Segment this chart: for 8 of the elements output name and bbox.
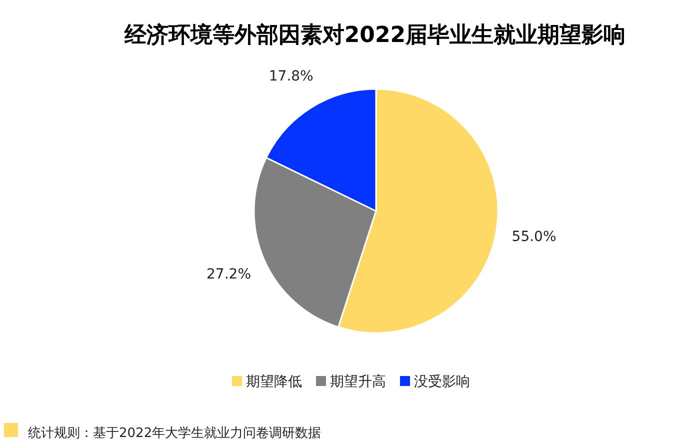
data-label: 55.0% — [512, 229, 556, 246]
chart-title: 经济环境等外部因素对2022届毕业生就业期望影响 — [123, 22, 626, 48]
data-label: 27.2% — [206, 266, 252, 283]
legend-label: 期望降低 — [246, 374, 302, 390]
text: 统计规则：基于2022年大学生就业力问卷调研数据 — [28, 426, 322, 441]
legend-label: 没受影响 — [414, 374, 470, 390]
legend-label: 期望升高 — [330, 374, 386, 390]
data-label: 17.8% — [268, 68, 314, 84]
